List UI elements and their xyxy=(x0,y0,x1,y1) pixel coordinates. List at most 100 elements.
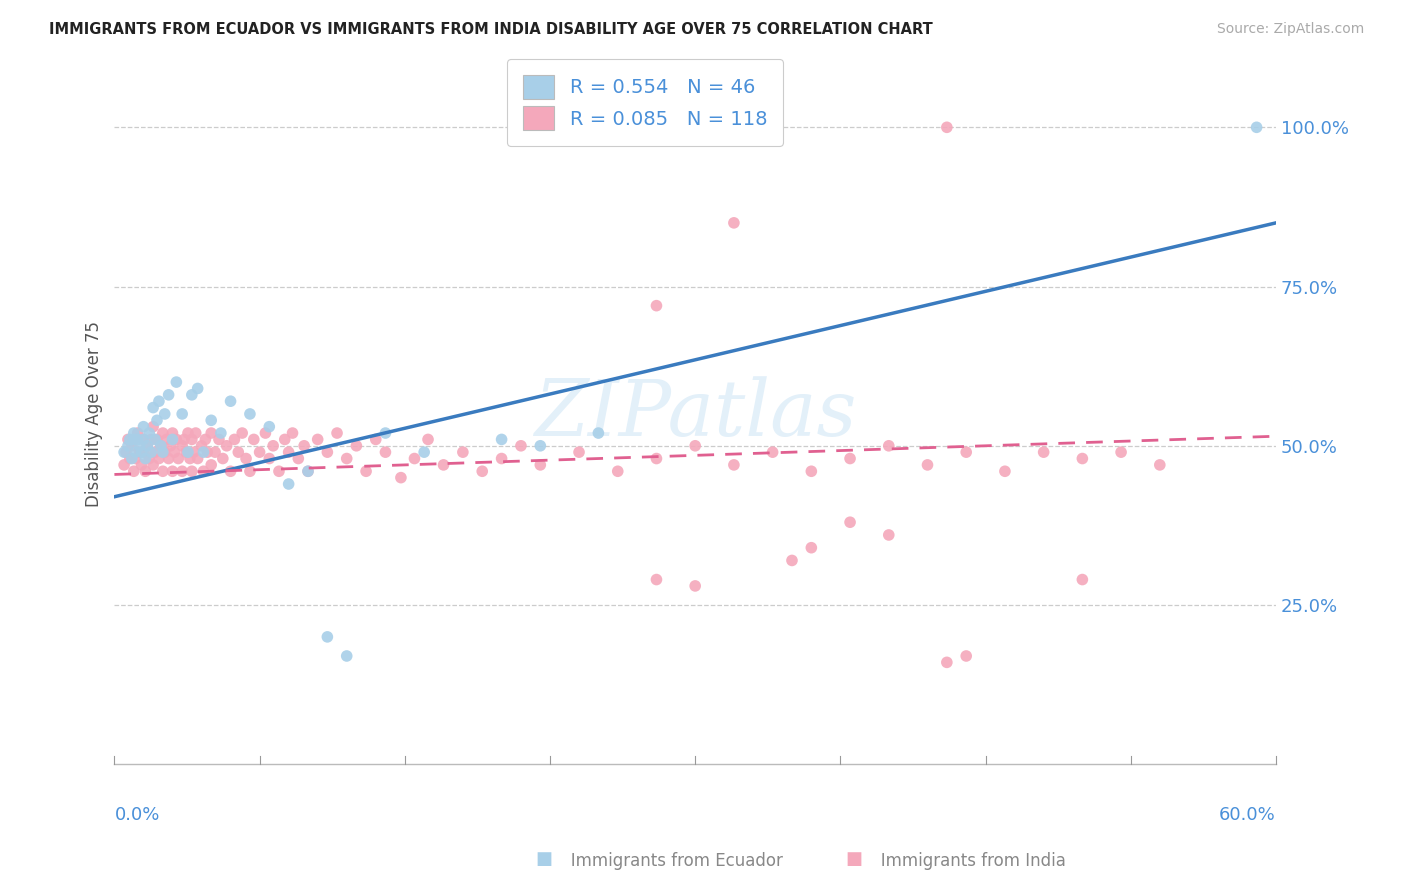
Point xyxy=(762,445,785,459)
Point xyxy=(239,464,262,478)
Point xyxy=(200,413,222,427)
Point xyxy=(307,433,329,447)
Point xyxy=(413,445,436,459)
Point xyxy=(194,433,217,447)
Point xyxy=(149,439,172,453)
Point xyxy=(149,439,172,453)
Point xyxy=(141,433,163,447)
Point xyxy=(529,439,551,453)
Point xyxy=(173,433,195,447)
Point xyxy=(935,656,957,670)
Text: Immigrants from India: Immigrants from India xyxy=(844,852,1066,870)
Y-axis label: Disability Age Over 75: Disability Age Over 75 xyxy=(86,321,103,507)
Point xyxy=(344,439,367,453)
Text: IMMIGRANTS FROM ECUADOR VS IMMIGRANTS FROM INDIA DISABILITY AGE OVER 75 CORRELAT: IMMIGRANTS FROM ECUADOR VS IMMIGRANTS FR… xyxy=(49,22,934,37)
Point xyxy=(136,439,159,453)
Point xyxy=(132,419,155,434)
Point xyxy=(142,419,165,434)
Point xyxy=(588,425,610,440)
Point xyxy=(277,477,299,491)
Point xyxy=(122,433,145,447)
Point xyxy=(723,458,745,472)
Point xyxy=(239,407,262,421)
Text: ZIPatlas: ZIPatlas xyxy=(534,376,856,452)
Point xyxy=(994,464,1017,478)
Point xyxy=(143,433,166,447)
Point xyxy=(277,445,299,459)
Point xyxy=(219,394,242,409)
Point xyxy=(1149,458,1171,472)
Point xyxy=(510,439,533,453)
Point xyxy=(180,433,202,447)
Point xyxy=(180,388,202,402)
Legend: R = 0.554   N = 46, R = 0.085   N = 118: R = 0.554 N = 46, R = 0.085 N = 118 xyxy=(508,60,783,145)
Point xyxy=(142,458,165,472)
Point xyxy=(287,451,309,466)
Point xyxy=(131,445,153,459)
Point xyxy=(645,299,668,313)
Point xyxy=(174,445,197,459)
Point xyxy=(297,464,319,478)
Point xyxy=(683,439,706,453)
Point xyxy=(136,439,159,453)
Point xyxy=(142,401,165,415)
Point xyxy=(231,425,253,440)
Point xyxy=(132,445,155,459)
Point xyxy=(292,439,315,453)
Point xyxy=(200,458,222,472)
Point xyxy=(224,433,246,447)
Point xyxy=(183,445,205,459)
Point xyxy=(404,451,426,466)
Point xyxy=(177,425,200,440)
Point xyxy=(172,439,194,453)
Point xyxy=(274,433,297,447)
Point xyxy=(316,630,339,644)
Point xyxy=(193,464,215,478)
Point xyxy=(128,439,150,453)
Point xyxy=(1071,451,1094,466)
Point xyxy=(172,407,194,421)
Point xyxy=(243,433,266,447)
Point xyxy=(955,648,977,663)
Point xyxy=(281,425,304,440)
Point xyxy=(336,451,359,466)
Text: 0.0%: 0.0% xyxy=(114,806,160,824)
Point xyxy=(172,464,194,478)
Point xyxy=(645,573,668,587)
Point xyxy=(267,464,290,478)
Point xyxy=(254,425,277,440)
Point xyxy=(209,425,232,440)
Point xyxy=(121,451,143,466)
Point xyxy=(374,425,396,440)
Point xyxy=(354,464,377,478)
Point xyxy=(839,515,862,529)
Point xyxy=(249,445,271,459)
Point xyxy=(416,433,439,447)
Point xyxy=(167,451,190,466)
Point xyxy=(259,419,281,434)
Point xyxy=(180,464,202,478)
Point xyxy=(364,433,387,447)
Point xyxy=(132,433,155,447)
Text: ■: ■ xyxy=(536,850,553,868)
Point xyxy=(316,445,339,459)
Point xyxy=(118,451,141,466)
Point xyxy=(146,413,169,427)
Text: ■: ■ xyxy=(845,850,862,868)
Point xyxy=(157,388,180,402)
Point xyxy=(141,445,163,459)
Point xyxy=(389,470,412,484)
Point xyxy=(134,464,156,478)
Text: 60.0%: 60.0% xyxy=(1219,806,1277,824)
Point xyxy=(131,458,153,472)
Point xyxy=(208,433,231,447)
Point xyxy=(1032,445,1054,459)
Point xyxy=(118,433,141,447)
Point xyxy=(877,439,900,453)
Point xyxy=(165,433,187,447)
Point xyxy=(723,216,745,230)
Point xyxy=(152,445,174,459)
Point xyxy=(156,433,179,447)
Text: Source: ZipAtlas.com: Source: ZipAtlas.com xyxy=(1216,22,1364,37)
Point xyxy=(683,579,706,593)
